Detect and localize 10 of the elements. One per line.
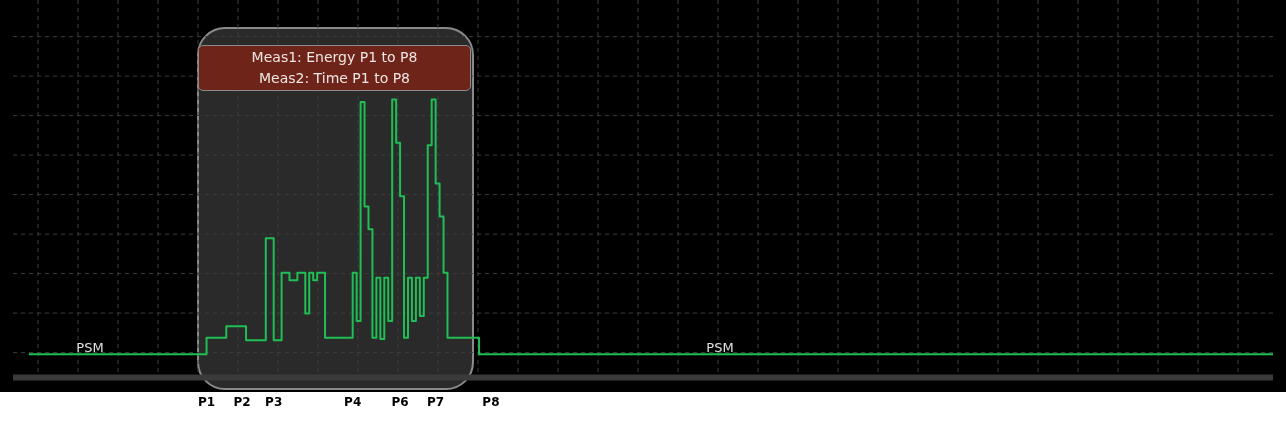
annotation: PSM (75, 340, 105, 355)
x-tick-label: P1 (197, 394, 216, 409)
annotation: PSM (705, 340, 735, 355)
x-tick-label: P4 (344, 394, 362, 409)
caption-box: Meas1: Energy P1 to P8 Meas2: Time P1 to P8 (198, 45, 471, 91)
x-tick-label: P7 (427, 394, 445, 409)
x-tick-label: P6 (391, 394, 409, 409)
x-tick-label: P8 (482, 394, 500, 409)
x-tick-label: P2 (233, 394, 251, 409)
x-tick-label: P3 (265, 394, 283, 409)
